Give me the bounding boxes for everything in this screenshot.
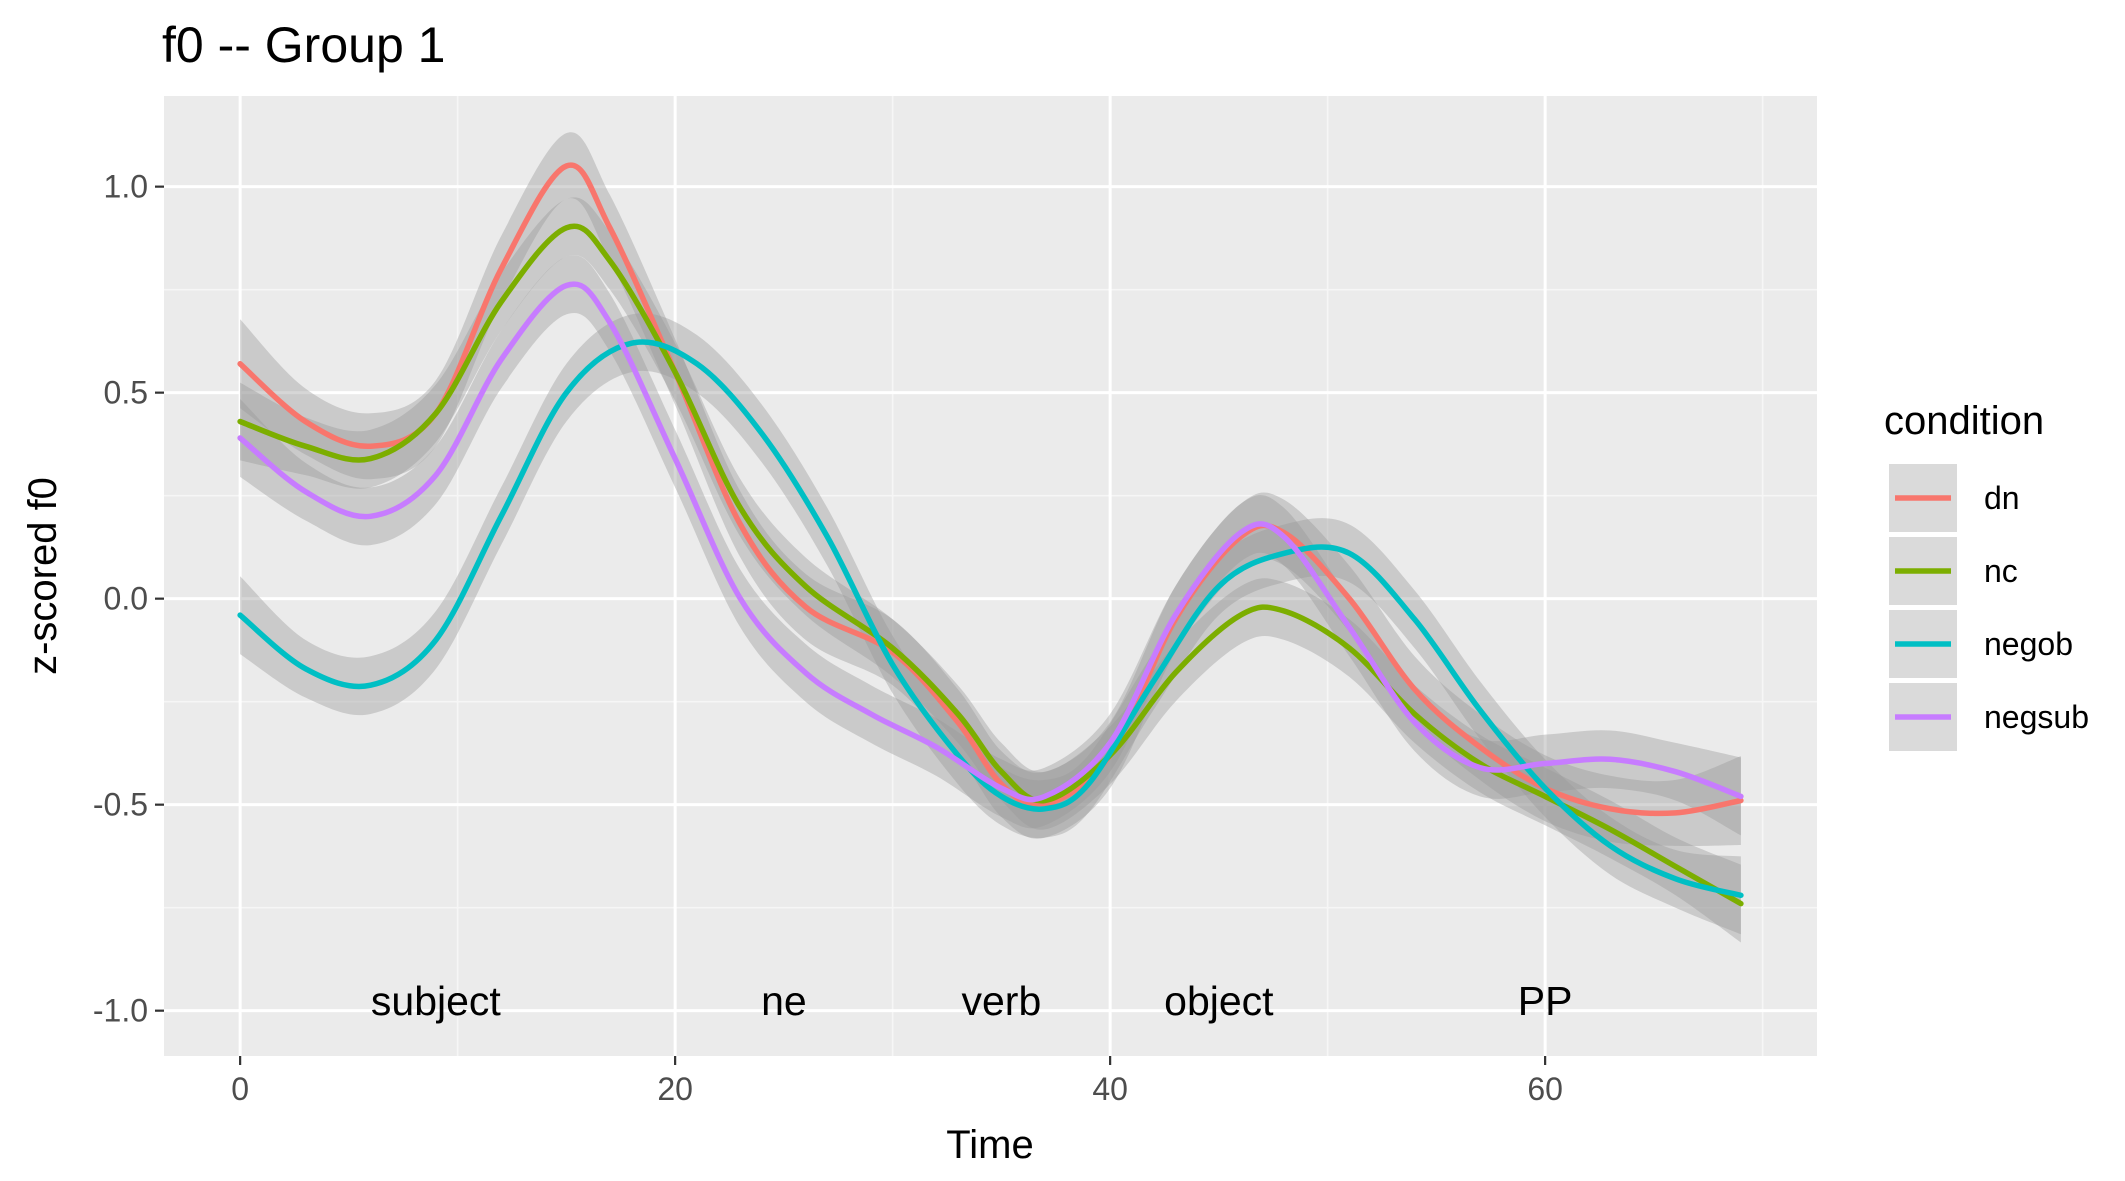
x-tick-label: 20	[657, 1071, 693, 1107]
legend-title: condition	[1884, 399, 2044, 443]
line-dn	[237, 162, 1744, 817]
annotation-pp: PP	[1518, 978, 1573, 1024]
x-axis-title: Time	[946, 1123, 1033, 1167]
x-tick-label: 0	[231, 1071, 249, 1107]
phrase-annotations: subject ne verb object PP	[371, 978, 1573, 1024]
minor-gridlines	[164, 96, 1817, 1056]
legend-label-negob: negob	[1984, 626, 2073, 662]
ribbon-dn	[240, 132, 1741, 847]
ribbon-negob	[240, 313, 1741, 935]
y-tick-label: -1.0	[93, 993, 148, 1029]
y-tick-label: -0.5	[93, 787, 148, 823]
x-axis: 0 20 40 60	[231, 1056, 1563, 1107]
line-nc	[237, 223, 1744, 907]
plot-panel	[164, 96, 1817, 1056]
y-axis-title: z-scored f0	[21, 477, 65, 675]
y-tick-label: 1.0	[104, 169, 148, 205]
y-tick-label: 0.0	[104, 581, 148, 617]
major-gridlines	[164, 96, 1817, 1056]
legend-label-nc: nc	[1984, 553, 2018, 589]
annotation-verb: verb	[961, 978, 1041, 1024]
annotation-subject: subject	[371, 978, 502, 1024]
legend: condition dn nc negob negsub	[1884, 399, 2089, 753]
y-tick-label: 0.5	[104, 375, 148, 411]
x-tick-label: 40	[1092, 1071, 1128, 1107]
legend-label-dn: dn	[1984, 480, 2020, 516]
line-negsub	[237, 281, 1744, 803]
y-axis: -1.0 -0.5 0.0 0.5 1.0	[93, 169, 164, 1029]
annotation-ne: ne	[761, 978, 807, 1024]
chart-title: f0 -- Group 1	[162, 17, 445, 73]
confidence-ribbons	[240, 132, 1741, 943]
annotation-object: object	[1164, 978, 1274, 1024]
legend-label-negsub: negsub	[1984, 699, 2089, 735]
series-lines	[237, 162, 1744, 907]
x-tick-label: 60	[1527, 1071, 1563, 1107]
ribbon-negsub	[240, 255, 1741, 836]
line-negob	[237, 339, 1744, 899]
